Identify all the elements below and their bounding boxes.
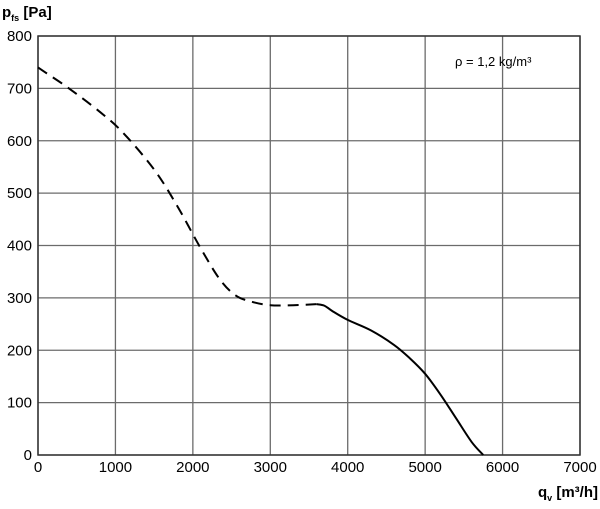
x-tick-label: 6000 [486,459,519,476]
tick-labels: 0 1000 2000 3000 4000 5000 6000 7000 0 100 200 300 4… [7,28,597,476]
x-axis-label-main: q [538,484,547,501]
x-tick-label: 1000 [99,459,132,476]
x-axis-label-unit: [m³/h] [552,484,598,501]
x-tick-label: 2000 [176,459,209,476]
density-annotation: ρ = 1,2 kg/m³ [455,54,532,69]
y-tick-label: 800 [7,28,32,45]
grid [37,35,581,456]
y-tick-label: 600 [7,133,32,150]
x-tick-label: 0 [34,459,42,476]
series-lines [37,66,484,456]
x-axis-label-sub: v [547,493,552,503]
x-tick-label: 4000 [331,459,364,476]
x-tick-label: 7000 [563,459,596,476]
x-axis-label: qv [m³/h] [538,484,598,503]
series-line-solid [316,303,484,456]
y-tick-label: 400 [7,238,32,255]
y-tick-label: 700 [7,80,32,97]
series-line-dashed [37,66,317,307]
y-tick-label: 300 [7,290,32,307]
y-axis-label: pfs [Pa] [2,4,52,23]
y-axis-label-main: p [2,4,11,21]
y-tick-label: 0 [24,447,32,464]
plot-frame [37,35,581,456]
y-axis-label-sub: fs [11,13,19,23]
x-tick-label: 5000 [408,459,441,476]
x-tick-label: 3000 [254,459,287,476]
y-axis-label-unit: [Pa] [19,4,52,21]
y-tick-label: 500 [7,185,32,202]
y-tick-label: 200 [7,342,32,359]
y-tick-label: 100 [7,395,32,412]
